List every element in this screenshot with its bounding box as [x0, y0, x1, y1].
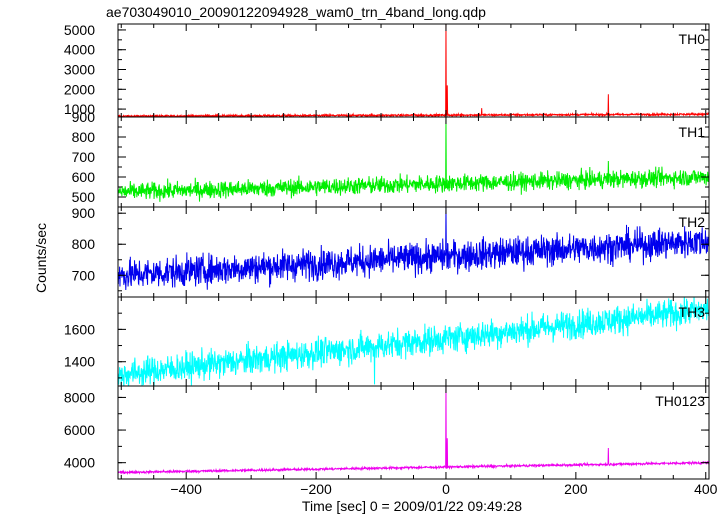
x-tick-label: 400: [694, 481, 718, 497]
chart-title: ae703049010_20090122094928_wam0_trn_4ban…: [106, 4, 486, 20]
panel-th0123: 4000 6000 8000 TH0123: [64, 385, 710, 480]
panel-label-th0123: TH0123: [655, 393, 705, 409]
y-tick-label: 6000: [64, 422, 95, 438]
x-tick-label: −400: [170, 481, 202, 497]
panel-label-th2: TH2: [679, 214, 706, 230]
y-tick-label: 4000: [64, 455, 95, 471]
panel-label-th3: TH3: [679, 304, 706, 320]
y-tick-label: 1400: [64, 354, 95, 370]
y-tick-label: 900: [72, 205, 96, 221]
series-line-th3: [118, 297, 709, 386]
series-line-th1: [118, 117, 709, 202]
series-line-th0123: [118, 386, 709, 476]
y-tick-label: 700: [72, 267, 96, 283]
y-tick-label: 5000: [64, 22, 95, 38]
chart-panels: 1000 2000 3000 4000 5000 TH0 500 600 700 800 900 TH…: [64, 22, 710, 480]
y-tick-label: 700: [72, 149, 96, 165]
y-tick-label: 4000: [64, 42, 95, 58]
y-tick-label: 800: [72, 236, 96, 252]
y-tick-label: 500: [72, 189, 96, 205]
x-axis-title: Time [sec] 0 = 2009/01/22 09:49:28: [302, 498, 522, 514]
panel-th2: 700 800 900 TH2: [72, 205, 710, 298]
y-tick-label: 8000: [64, 389, 95, 405]
panel-label-th0: TH0: [679, 31, 706, 47]
y-tick-label: 3000: [64, 62, 95, 78]
x-tick-label: 0: [442, 481, 450, 497]
y-axis-title: Counts/sec: [33, 223, 49, 293]
series-line-th2: [118, 207, 709, 290]
panel-th0: 1000 2000 3000 4000 5000 TH0: [64, 22, 710, 118]
x-tick-label: −200: [300, 481, 332, 497]
y-tick-label: 2000: [64, 81, 95, 97]
y-tick-label: 800: [72, 129, 96, 145]
series-line-th0: [118, 24, 709, 117]
panel-th3: 1400 1600 TH3: [64, 296, 710, 387]
y-tick-label: 1600: [64, 321, 95, 337]
panel-frame: [117, 23, 710, 118]
y-tick-label: 1000: [64, 101, 95, 117]
y-tick-label: 600: [72, 169, 96, 185]
x-axis: −400 −200 0 200 400: [170, 481, 717, 497]
x-tick-label: 200: [564, 481, 588, 497]
panel-th1: 500 600 700 800 900 TH1: [72, 109, 710, 208]
y-tick-label: 900: [72, 109, 96, 125]
panel-label-th1: TH1: [679, 124, 706, 140]
